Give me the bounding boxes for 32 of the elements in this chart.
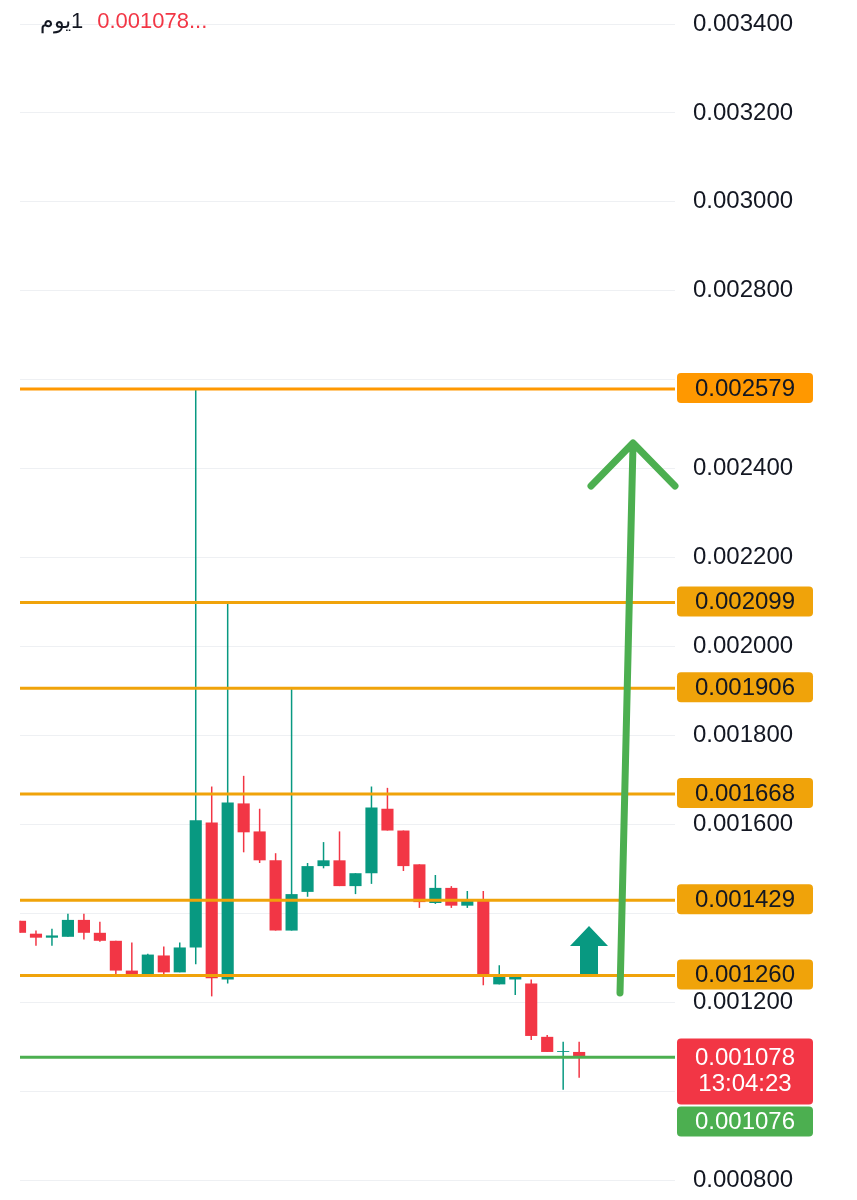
ref-line-label: 0.002579 [694,373,796,401]
candlestick [157,945,170,976]
ref-line-label: 0.001668 [694,778,796,806]
y-tick-label: 0.002400 [693,453,794,481]
y-tick-label: 0.002000 [693,631,794,659]
ref-line-label: 0.001906 [694,672,796,700]
y-tick-label: 0.003200 [693,97,794,125]
y-tick-label: 0.002200 [693,542,794,570]
candlestick [93,920,106,943]
chart-title: 1يوم [40,8,84,34]
candlestick [349,872,362,895]
ref-line-label: 0.001260 [694,960,796,988]
text: 13:04:23 [698,1069,792,1097]
y-tick-label: 0.000800 [693,1164,794,1192]
y-tick-label: 0.001200 [693,986,794,1014]
candlestick [61,912,74,938]
ref-line-label: 0.001429 [694,884,796,912]
candlestick [557,1040,570,1091]
y-tick-label: 0.002800 [693,275,794,303]
y-tick-label: 0.003400 [693,8,794,36]
ref-line-label: 0.001076 [694,1107,796,1135]
candlestick [317,841,330,870]
y-tick-label: 0.001800 [693,720,794,748]
candlestick [45,928,59,947]
ref-line-label: 0.002099 [694,587,796,615]
candlestick [77,912,90,941]
y-tick-label: 0.001600 [693,808,794,836]
candlestick [29,929,43,947]
y-tick-label: 0.003000 [693,186,794,214]
chart-subtitle: 0.001078... [97,8,208,34]
text: 0.001078 [694,1043,796,1071]
candlestick [381,787,394,832]
